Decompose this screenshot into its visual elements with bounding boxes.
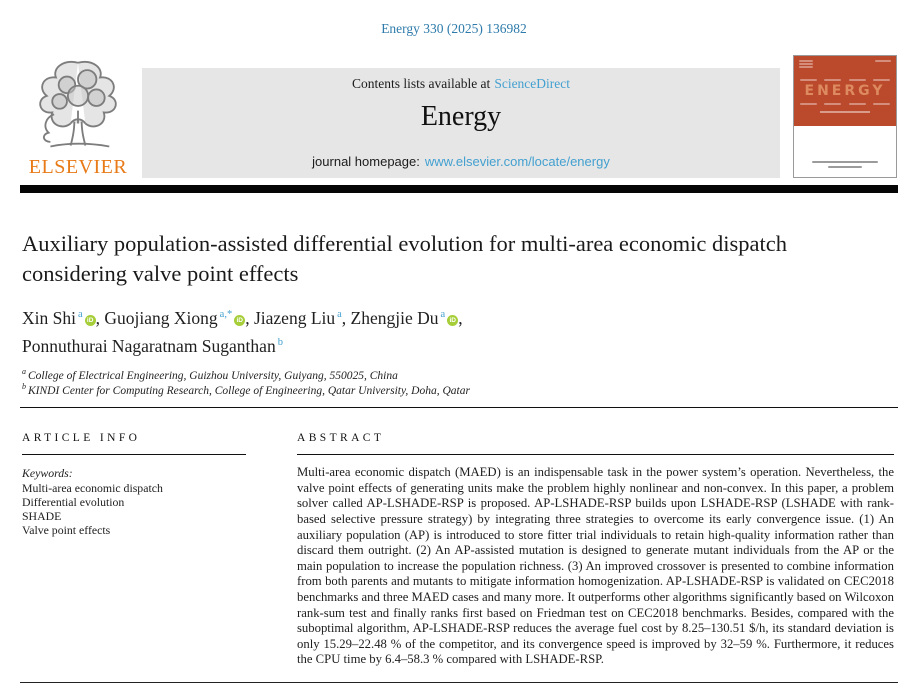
abstract-rule [297, 454, 894, 456]
affiliation: a College of Electrical Engineering, Guiz… [22, 367, 862, 384]
journal-citation: Energy 330 (2025) 136982 [381, 21, 527, 36]
author: Xin Shi aiD, [22, 308, 100, 328]
page-footer-rule [20, 682, 898, 684]
elsevier-wordmark: ELSEVIER [28, 156, 128, 178]
elsevier-tree-icon [39, 61, 117, 148]
contents-prefix: Contents lists available at [351, 76, 491, 91]
cover-topics-row-bottom [800, 103, 890, 105]
author-name: Jiazeng Liu [253, 308, 336, 328]
contents-line: Contents lists available at ScienceDirect [142, 68, 780, 92]
orcid-icon[interactable]: iD [84, 315, 96, 326]
affiliation-sup: b [22, 381, 26, 391]
author: Jiazeng Liu a, [254, 308, 346, 328]
keyword: SHADE [22, 508, 62, 523]
article-info-heading: ARTICLE INFO [22, 432, 141, 444]
affiliation-sup: a [22, 367, 26, 377]
author-separator: , [341, 308, 347, 328]
author: Zhengjie Du aiD, [351, 308, 463, 328]
sciencedirect-link[interactable]: ScienceDirect [494, 76, 571, 91]
article-info-column: ARTICLE INFO Keywords: Multi-area econom… [22, 432, 246, 537]
author-affiliation-sup: a,* [219, 309, 233, 321]
abstract-column: ABSTRACT Multi-area economic dispatch (M… [297, 432, 894, 668]
homepage-line: journal homepage: www.elsevier.com/locate… [142, 154, 780, 169]
keyword: Valve point effects [22, 523, 111, 538]
cover-journal-name: ENERGY [804, 83, 886, 99]
keyword: Differential evolution [22, 494, 125, 509]
cover-top-art: ENERGY [794, 56, 896, 126]
author: Ponnuthurai Nagaratnam Suganthan b [22, 336, 283, 356]
author-affiliation-sup: a [440, 309, 446, 321]
affiliation-list: a College of Electrical Engineering, Guiz… [22, 367, 862, 399]
orcid-icon[interactable]: iD [447, 315, 459, 326]
elsevier-logo[interactable]: ELSEVIER [20, 57, 136, 181]
author-separator: , [245, 308, 250, 328]
masthead-divider-bar [20, 185, 898, 193]
author-separator: , [458, 308, 463, 328]
journal-homepage-link[interactable]: www.elsevier.com/locate/energy [424, 154, 610, 169]
cover-bottom-area [794, 126, 896, 177]
author: Guojiang Xiong a,*iD, [104, 308, 249, 328]
journal-title: Energy [420, 101, 502, 132]
abstract-text: Multi-area economic dispatch (MAED) is a… [297, 465, 894, 667]
affiliation-text: College of Electrical Engineering, Guizh… [28, 370, 398, 382]
cover-footer-logo-line [828, 165, 862, 168]
keyword: Multi-area economic dispatch [22, 480, 163, 495]
author-affiliation-sup: a [77, 309, 83, 321]
orcid-icon[interactable]: iD [234, 315, 246, 326]
cover-topics-row-top [800, 79, 890, 81]
cover-corner-text-block [799, 60, 813, 69]
author-affiliation-sup: a [337, 309, 342, 321]
journal-banner: Contents lists available at ScienceDirect… [142, 68, 780, 178]
author-name: Xin Shi [22, 308, 76, 328]
cover-subtitle-line [820, 111, 870, 113]
header-body-divider [20, 407, 898, 409]
affiliation: b KINDI Center for Computing Research, Co… [22, 381, 862, 399]
author-name: Ponnuthurai Nagaratnam Suganthan [22, 336, 276, 356]
keywords-label: Keywords: [22, 466, 73, 481]
journal-cover-thumbnail[interactable]: ENERGY [793, 55, 897, 178]
author-affiliation-sup: b [277, 337, 283, 349]
affiliation-text: KINDI Center for Computing Research, Col… [28, 384, 470, 397]
author-name: Zhengjie Du [350, 308, 439, 328]
cover-corner-text-right [875, 60, 891, 62]
author-separator: , [95, 308, 101, 328]
abstract-heading: ABSTRACT [297, 432, 385, 444]
author-name: Guojiang Xiong [104, 308, 218, 328]
article-info-rule [22, 454, 246, 456]
article-title: Auxiliary population-assisted differenti… [22, 231, 787, 286]
cover-footer-text-line [812, 161, 878, 163]
author-list: Xin Shi aiD, Guojiang Xiong a,*iD, Jiazeng… [22, 304, 862, 360]
homepage-prefix: journal homepage: [312, 154, 420, 169]
